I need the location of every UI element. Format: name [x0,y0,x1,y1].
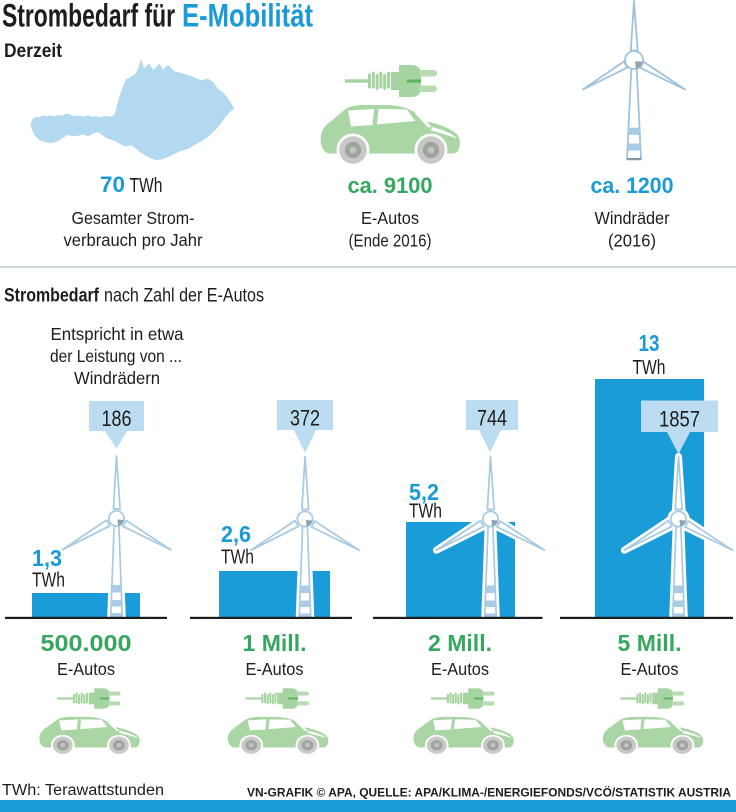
svg-text:TWh: TWh [221,547,254,569]
svg-text:TWh: TWh [130,175,163,197]
svg-text:verbrauch pro Jahr: verbrauch pro Jahr [64,230,203,250]
svg-text:5,2: 5,2 [409,479,439,505]
svg-text:E-Mobilität: E-Mobilität [182,0,313,34]
svg-text:500.000: 500.000 [41,630,132,656]
svg-text:2,6: 2,6 [221,521,251,547]
svg-text:nach Zahl der E-Autos: nach Zahl der E-Autos [104,285,264,307]
svg-text:ca. 1200: ca. 1200 [591,173,674,198]
svg-text:der Leistung von ...: der Leistung von ... [50,346,182,366]
svg-text:TWh: TWh [409,501,442,523]
svg-text:13: 13 [639,330,660,356]
svg-text:VN-GRAFIK © APA, QUELLE: APA/K: VN-GRAFIK © APA, QUELLE: APA/KLIMA-/ENER… [247,785,731,800]
svg-text:Windräder: Windräder [595,208,670,228]
svg-text:Gesamter Strom-: Gesamter Strom- [72,208,195,228]
svg-text:Windrädern: Windrädern [74,368,160,388]
svg-text:372: 372 [290,406,320,431]
svg-text:E-Autos: E-Autos [431,659,489,679]
svg-text:TWh: TWh [32,570,65,592]
svg-text:E-Autos: E-Autos [246,659,304,679]
svg-text:Entspricht in etwa: Entspricht in etwa [51,324,184,344]
svg-text:Derzeit: Derzeit [4,41,63,62]
svg-text:2 Mill.: 2 Mill. [428,630,492,656]
svg-text:70: 70 [100,172,125,197]
svg-text:1,3: 1,3 [32,545,62,571]
svg-text:E-Autos: E-Autos [57,659,115,679]
svg-text:1 Mill.: 1 Mill. [243,630,307,656]
svg-text:744: 744 [477,406,507,431]
svg-text:TWh: Terawattstunden: TWh: Terawattstunden [2,782,164,799]
svg-text:186: 186 [102,406,132,431]
svg-text:(2016): (2016) [608,231,656,251]
svg-text:(Ende 2016): (Ende 2016) [349,231,432,251]
svg-text:Strombedarf für: Strombedarf für [2,0,175,34]
svg-text:ca. 9100: ca. 9100 [348,173,433,198]
svg-text:E-Autos: E-Autos [621,659,679,679]
svg-text:1857: 1857 [659,407,700,432]
svg-text:E-Autos: E-Autos [361,208,419,228]
svg-text:Strombedarf: Strombedarf [4,285,99,307]
svg-text:TWh: TWh [633,357,666,379]
svg-text:5 Mill.: 5 Mill. [618,630,682,656]
